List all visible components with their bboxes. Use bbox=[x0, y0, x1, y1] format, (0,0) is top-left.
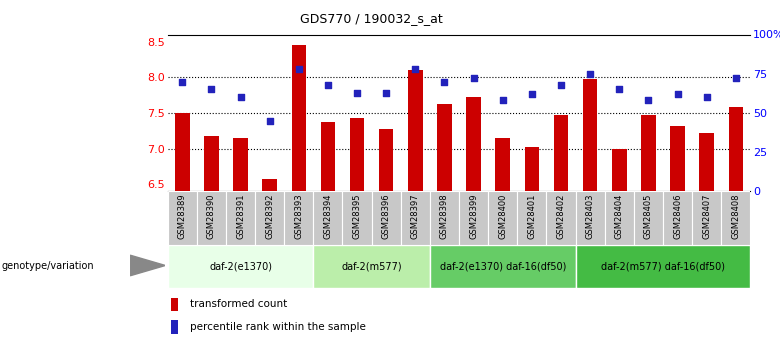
Bar bbox=[554, 115, 569, 191]
Bar bbox=[437, 105, 452, 191]
Bar bbox=[700, 133, 714, 191]
Bar bbox=[168, 191, 197, 245]
Bar bbox=[576, 191, 604, 245]
Bar bbox=[233, 138, 248, 191]
Text: GSM28405: GSM28405 bbox=[644, 194, 653, 239]
Bar bbox=[314, 245, 430, 288]
Point bbox=[613, 87, 626, 92]
Bar bbox=[171, 320, 178, 334]
Bar bbox=[197, 191, 226, 245]
Bar bbox=[612, 149, 626, 191]
Text: GSM28391: GSM28391 bbox=[236, 194, 245, 239]
Bar bbox=[430, 245, 576, 288]
Bar bbox=[722, 191, 750, 245]
Bar bbox=[314, 191, 342, 245]
Point bbox=[467, 76, 480, 81]
Bar bbox=[321, 121, 335, 191]
Bar bbox=[692, 191, 722, 245]
Bar bbox=[517, 191, 547, 245]
Bar bbox=[547, 191, 576, 245]
Point bbox=[205, 87, 218, 92]
Point bbox=[292, 66, 305, 72]
Bar bbox=[262, 179, 277, 191]
Point bbox=[497, 98, 509, 103]
Bar bbox=[525, 147, 539, 191]
Bar bbox=[641, 115, 656, 191]
Bar bbox=[488, 191, 517, 245]
Bar bbox=[255, 191, 284, 245]
Bar bbox=[175, 113, 190, 191]
Text: daf-2(m577): daf-2(m577) bbox=[342, 262, 402, 272]
Text: GDS770 / 190032_s_at: GDS770 / 190032_s_at bbox=[300, 12, 443, 25]
Point bbox=[176, 79, 189, 84]
Bar bbox=[171, 298, 178, 311]
Text: GSM28408: GSM28408 bbox=[732, 194, 740, 239]
Text: genotype/variation: genotype/variation bbox=[2, 262, 94, 271]
Text: GSM28400: GSM28400 bbox=[498, 194, 507, 239]
Bar bbox=[401, 191, 430, 245]
Text: GSM28393: GSM28393 bbox=[294, 194, 303, 239]
Bar bbox=[292, 45, 306, 191]
Text: GSM28392: GSM28392 bbox=[265, 194, 274, 239]
Bar bbox=[576, 245, 750, 288]
Text: daf-2(m577) daf-16(df50): daf-2(m577) daf-16(df50) bbox=[601, 262, 725, 272]
Point bbox=[729, 76, 742, 81]
Bar bbox=[284, 191, 314, 245]
Text: GSM28403: GSM28403 bbox=[586, 194, 594, 239]
Point bbox=[380, 90, 392, 95]
Text: GSM28402: GSM28402 bbox=[556, 194, 566, 239]
Text: GSM28395: GSM28395 bbox=[353, 194, 362, 239]
Bar bbox=[408, 70, 423, 191]
Text: percentile rank within the sample: percentile rank within the sample bbox=[190, 322, 365, 332]
Bar bbox=[634, 191, 663, 245]
Text: GSM28397: GSM28397 bbox=[411, 194, 420, 239]
Text: GSM28389: GSM28389 bbox=[178, 194, 186, 239]
Point bbox=[555, 82, 567, 88]
Text: transformed count: transformed count bbox=[190, 299, 287, 309]
Point bbox=[264, 118, 276, 124]
Bar bbox=[226, 191, 255, 245]
Text: GSM28390: GSM28390 bbox=[207, 194, 216, 239]
Point bbox=[642, 98, 654, 103]
Bar bbox=[729, 107, 743, 191]
Text: GSM28404: GSM28404 bbox=[615, 194, 624, 239]
Point bbox=[700, 95, 713, 100]
Point bbox=[584, 71, 597, 77]
Text: GSM28406: GSM28406 bbox=[673, 194, 682, 239]
Point bbox=[351, 90, 363, 95]
Bar bbox=[204, 136, 218, 191]
Bar bbox=[379, 129, 393, 191]
Bar bbox=[349, 118, 364, 191]
Text: GSM28396: GSM28396 bbox=[381, 194, 391, 239]
Text: GSM28399: GSM28399 bbox=[469, 194, 478, 239]
Text: GSM28407: GSM28407 bbox=[702, 194, 711, 239]
Text: GSM28401: GSM28401 bbox=[527, 194, 537, 239]
Text: daf-2(e1370) daf-16(df50): daf-2(e1370) daf-16(df50) bbox=[440, 262, 566, 272]
Bar bbox=[583, 79, 597, 191]
Bar bbox=[168, 245, 314, 288]
Text: GSM28398: GSM28398 bbox=[440, 194, 449, 239]
Bar bbox=[459, 191, 488, 245]
Point bbox=[526, 91, 538, 97]
Bar bbox=[466, 97, 481, 191]
Text: daf-2(e1370): daf-2(e1370) bbox=[209, 262, 272, 272]
Point bbox=[321, 82, 334, 88]
Bar bbox=[670, 126, 685, 191]
Bar bbox=[663, 191, 692, 245]
Polygon shape bbox=[130, 255, 165, 276]
Bar bbox=[495, 138, 510, 191]
Text: GSM28394: GSM28394 bbox=[324, 194, 332, 239]
Point bbox=[672, 91, 684, 97]
Point bbox=[409, 66, 421, 72]
Point bbox=[438, 79, 451, 84]
Bar bbox=[342, 191, 371, 245]
Bar bbox=[430, 191, 459, 245]
Bar bbox=[604, 191, 634, 245]
Bar bbox=[371, 191, 401, 245]
Point bbox=[234, 95, 246, 100]
